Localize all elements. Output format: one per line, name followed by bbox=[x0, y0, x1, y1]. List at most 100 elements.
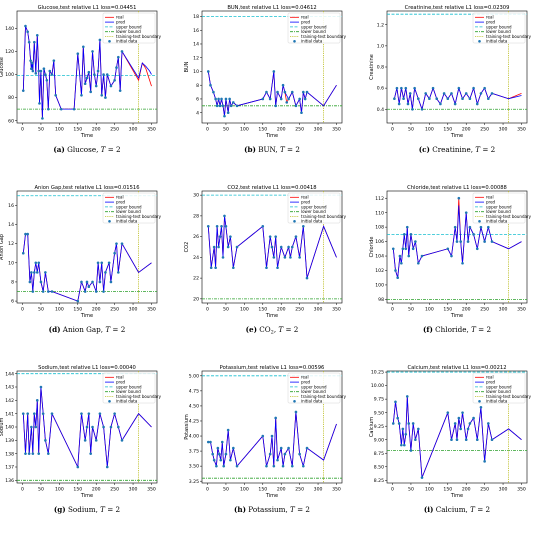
y-tick-label: 106 bbox=[375, 239, 384, 245]
initial-data-point bbox=[35, 399, 39, 402]
initial-data-point bbox=[235, 245, 239, 249]
legend-real: real bbox=[301, 195, 309, 200]
legend-initial-data-swatch bbox=[293, 40, 296, 43]
caption-part: 2 bbox=[271, 330, 274, 336]
initial-data-point bbox=[117, 55, 120, 59]
x-tick-label: 200 bbox=[92, 127, 101, 133]
initial-data-point bbox=[76, 465, 80, 469]
initial-data-point bbox=[44, 439, 47, 442]
initial-data-point bbox=[395, 86, 399, 90]
initial-data-point bbox=[26, 412, 29, 415]
initial-data-point bbox=[87, 412, 91, 415]
initial-data-point bbox=[400, 261, 403, 265]
initial-data-point bbox=[402, 97, 405, 100]
initial-data-point bbox=[226, 428, 230, 432]
x-tick-label: 350 bbox=[332, 127, 341, 133]
initial-data-point bbox=[439, 102, 442, 106]
y-tick-label: 22 bbox=[193, 276, 199, 282]
x-tick-label: 0 bbox=[21, 307, 24, 313]
initial-data-point bbox=[290, 245, 294, 249]
initial-data-point bbox=[216, 446, 220, 450]
initial-data-point bbox=[229, 458, 232, 462]
initial-data-point bbox=[98, 412, 102, 415]
x-axis-label: Time bbox=[450, 133, 463, 139]
initial-data-point bbox=[472, 416, 475, 420]
initial-data-point bbox=[490, 92, 494, 95]
initial-data-point bbox=[211, 452, 214, 456]
initial-data-point bbox=[85, 425, 89, 429]
initial-data-point bbox=[50, 290, 54, 293]
initial-data-point bbox=[490, 240, 494, 243]
x-tick-label: 200 bbox=[462, 307, 471, 313]
y-tick-label: 144 bbox=[5, 371, 14, 377]
initial-data-point bbox=[428, 97, 431, 100]
y-tick-label: 102 bbox=[375, 268, 384, 274]
legend-box bbox=[472, 372, 526, 404]
initial-data-point bbox=[229, 235, 232, 238]
initial-data-point bbox=[446, 247, 450, 251]
legend-lower-bound: lower bound bbox=[116, 209, 141, 214]
panel-caption: (i) Calcium, T = 2 bbox=[424, 505, 490, 514]
legend-pred: pred bbox=[301, 380, 311, 385]
y-axis-label: Glucose bbox=[0, 57, 5, 77]
initial-data-point bbox=[50, 412, 54, 415]
x-tick-label: 200 bbox=[277, 307, 286, 313]
initial-data-point bbox=[220, 97, 223, 101]
initial-data-point bbox=[29, 59, 32, 62]
x-tick-label: 250 bbox=[295, 307, 304, 313]
y-tick-label: 10.25 bbox=[371, 370, 384, 376]
caption-part: (b) bbox=[244, 145, 256, 154]
initial-data-point bbox=[33, 271, 36, 274]
legend-upper-bound: upper bound bbox=[301, 24, 327, 29]
legend-real: real bbox=[486, 195, 494, 200]
initial-data-point bbox=[406, 102, 410, 106]
initial-data-point bbox=[466, 240, 470, 243]
y-tick-label: 24 bbox=[193, 255, 199, 261]
initial-data-point bbox=[276, 266, 279, 270]
plot-frame bbox=[386, 370, 528, 484]
x-tick-label: 150 bbox=[443, 307, 452, 313]
initial-data-point bbox=[479, 225, 483, 229]
x-tick-label: 150 bbox=[443, 127, 452, 133]
initial-data-point bbox=[220, 224, 223, 228]
y-tick-label: 10 bbox=[193, 69, 199, 75]
caption-part: = 2 bbox=[105, 145, 120, 154]
x-tick-label: 100 bbox=[425, 487, 434, 493]
x-tick-label: 50 bbox=[408, 307, 414, 313]
initial-data-point bbox=[34, 261, 38, 265]
legend-real: real bbox=[486, 375, 494, 380]
chart-title: Chloride,test relative L1 loss=0.00088 bbox=[407, 185, 507, 191]
initial-data-point bbox=[483, 86, 486, 90]
initial-data-point bbox=[276, 90, 279, 94]
initial-data-point bbox=[224, 97, 228, 101]
x-tick-label: 50 bbox=[223, 307, 229, 313]
x-tick-label: 300 bbox=[129, 487, 138, 493]
initial-data-point bbox=[417, 97, 420, 100]
panel-caption: (g) Sodium, T = 2 bbox=[54, 505, 120, 514]
initial-data-point bbox=[461, 97, 464, 100]
initial-data-point bbox=[401, 427, 405, 431]
legend-pred: pred bbox=[116, 380, 126, 385]
initial-data-point bbox=[83, 290, 87, 293]
y-tick-label: 8.50 bbox=[374, 464, 384, 470]
y-tick-label: 8.25 bbox=[374, 478, 384, 484]
x-tick-label: 100 bbox=[240, 487, 249, 493]
initial-data-point bbox=[302, 224, 305, 228]
legend-initial-data-swatch bbox=[293, 220, 296, 223]
initial-data-point bbox=[300, 111, 303, 114]
panel-caption: (f) Chloride, T = 2 bbox=[423, 325, 491, 334]
initial-data-point bbox=[89, 90, 92, 94]
initial-data-point bbox=[222, 464, 226, 468]
initial-data-point bbox=[33, 412, 36, 415]
initial-data-point bbox=[117, 425, 120, 429]
panel-caption: (d) Anion Gap, T = 2 bbox=[49, 325, 126, 334]
initial-data-point bbox=[302, 90, 305, 94]
caption-part: Potassium, bbox=[246, 505, 290, 514]
legend-initial-data-swatch bbox=[293, 400, 296, 403]
y-tick-label: 100 bbox=[375, 283, 384, 289]
initial-data-point bbox=[105, 465, 109, 469]
initial-data-point bbox=[82, 45, 85, 49]
initial-data-point bbox=[283, 256, 287, 259]
y-tick-label: 8.75 bbox=[374, 451, 384, 457]
